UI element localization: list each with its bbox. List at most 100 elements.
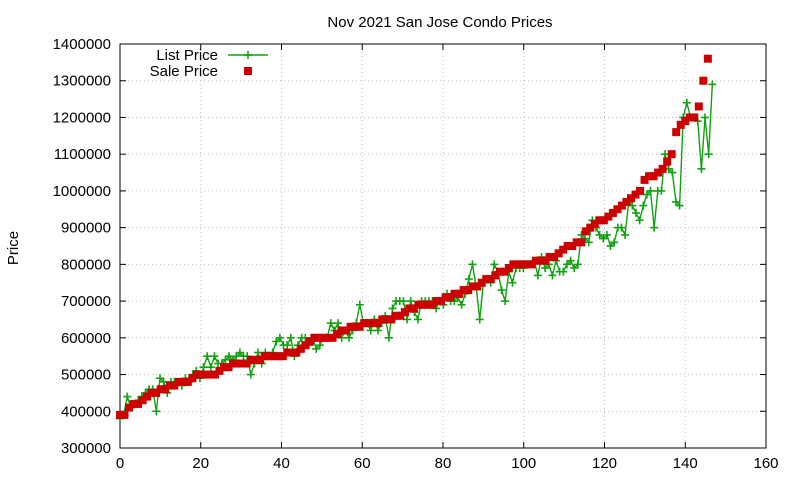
sale-price-point: [242, 359, 251, 368]
sale-price-point: [305, 337, 314, 346]
sale-price-point: [373, 319, 382, 328]
sale-price-point: [125, 403, 134, 412]
sale-price-point: [500, 267, 509, 276]
y-tick-label: 600000: [61, 330, 111, 347]
list-price-point: [355, 300, 364, 309]
sale-price-point: [509, 260, 518, 269]
list-price-point: [606, 242, 615, 250]
sale-price-point: [518, 260, 527, 269]
list-price-point: [501, 297, 510, 306]
sale-price-point: [464, 286, 473, 295]
list-price-point: [373, 326, 382, 335]
chart-title: Nov 2021 San Jose Condo Prices: [327, 14, 552, 31]
list-price-point: [704, 150, 713, 159]
sale-price-point: [532, 256, 541, 265]
list-price-point: [682, 98, 691, 107]
list-price-point: [155, 374, 164, 383]
sale-price-point: [608, 208, 617, 217]
sale-price-point: [622, 197, 631, 206]
sale-price-point: [586, 223, 595, 232]
sale-price-point: [414, 300, 423, 309]
sale-price-point: [486, 275, 495, 284]
list-price-point: [562, 260, 571, 269]
list-price-point: [225, 352, 234, 361]
sale-price-point: [188, 374, 197, 383]
sale-price-point: [450, 289, 459, 298]
sale-price-point: [310, 333, 319, 342]
sale-price-point: [351, 322, 360, 331]
sale-price-point: [206, 370, 215, 379]
sale-price-point: [278, 352, 287, 361]
sale-price-point: [455, 289, 464, 298]
x-tick-label: 60: [354, 455, 371, 472]
sale-price-point: [654, 168, 663, 177]
list-price-point: [326, 319, 335, 328]
sale-price-point: [324, 333, 333, 342]
list-price-point: [464, 275, 473, 284]
sale-price-point: [314, 333, 323, 342]
list-price-point: [646, 186, 655, 195]
list-price-point: [595, 230, 604, 239]
sale-price-point: [527, 260, 536, 269]
list-price-point: [508, 278, 517, 287]
sale-price-point: [446, 293, 455, 302]
sale-price-point: [645, 172, 654, 181]
list-price-point: [235, 348, 244, 357]
sale-price-point: [269, 352, 278, 361]
list-price-point: [657, 186, 666, 195]
sale-price-point: [685, 113, 694, 122]
list-price-point: [675, 201, 684, 210]
sale-price-point: [636, 186, 645, 195]
list-price-point: [573, 260, 582, 269]
x-tick-label: 160: [753, 455, 778, 472]
sale-price-point: [663, 157, 672, 166]
sale-price-point: [676, 120, 685, 129]
sale-price-point: [550, 253, 559, 262]
list-price-point: [344, 333, 353, 342]
sale-price-point: [337, 326, 346, 335]
list-price-point: [315, 341, 324, 350]
y-axis-label: Price: [5, 231, 22, 265]
x-tick-label: 120: [592, 455, 617, 472]
sale-price-point: [292, 348, 301, 357]
sale-price-point: [355, 322, 364, 331]
list-price-point: [617, 223, 626, 232]
list-price-point: [246, 370, 255, 379]
list-price-point: [468, 260, 477, 269]
sale-price-point: [418, 300, 427, 309]
list-price-point: [541, 264, 550, 273]
sale-price-point: [568, 242, 577, 250]
sale-price-point: [382, 315, 391, 324]
sale-price-point: [599, 216, 608, 225]
sale-price-point: [545, 253, 554, 262]
list-price-point: [548, 271, 557, 280]
sale-price-point: [699, 76, 708, 85]
sale-price-point: [437, 297, 446, 306]
sale-price-point: [604, 212, 613, 221]
sale-price-point: [296, 344, 305, 353]
sale-price-point: [391, 311, 400, 320]
sale-price-point: [346, 322, 355, 331]
list-price-point: [708, 80, 717, 89]
list-price-point: [286, 333, 295, 342]
sale-price-point: [473, 282, 482, 291]
grid-lines: [120, 44, 766, 448]
sale-price-point: [513, 260, 522, 269]
list-price-point: [570, 264, 579, 273]
sale-price-point: [129, 399, 138, 408]
y-tick-label: 500000: [61, 367, 111, 384]
sale-price-point: [572, 238, 581, 247]
sale-price-point: [690, 113, 699, 122]
y-tick-label: 900000: [61, 220, 111, 237]
list-price-point: [399, 297, 408, 306]
sale-price-point: [468, 282, 477, 291]
sale-price-point: [369, 319, 378, 328]
sale-price-point: [581, 227, 590, 236]
legend-marker: [244, 51, 252, 59]
list-price-point: [199, 363, 208, 372]
sale-price-point: [215, 366, 224, 375]
sale-price-point: [147, 388, 156, 397]
sale-price-point: [491, 271, 500, 280]
sale-price-point: [165, 381, 174, 390]
y-tick-label: 1200000: [53, 109, 111, 126]
